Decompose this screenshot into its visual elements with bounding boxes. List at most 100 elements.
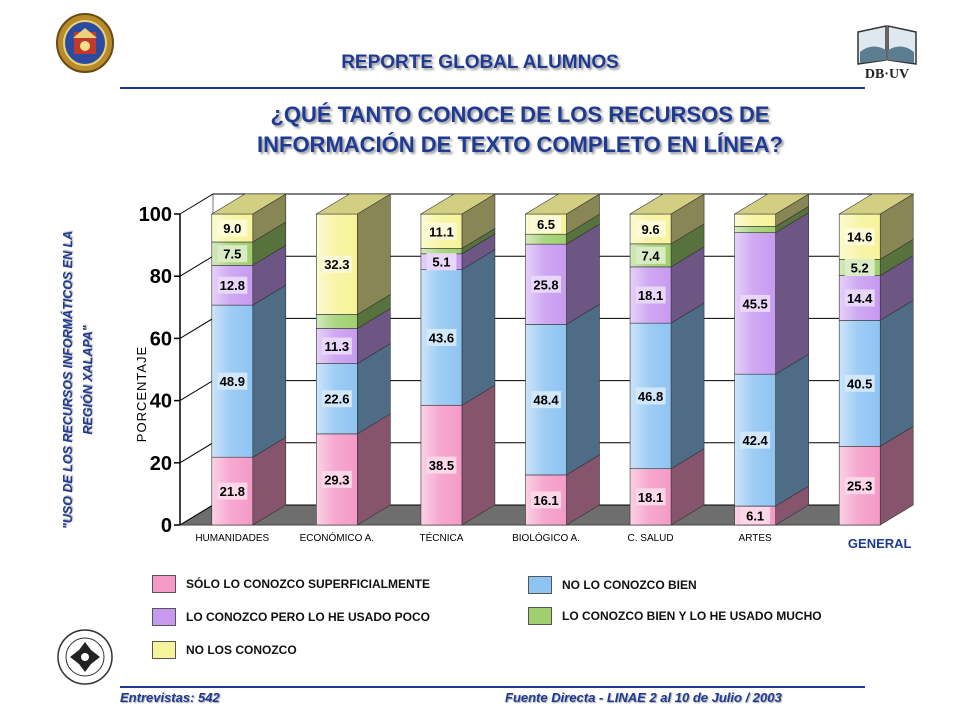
data-label-bg-biologico-a-2	[531, 275, 561, 293]
data-label-tecnica-1: 43.6	[429, 330, 454, 345]
bar-stack-biologico-a	[524, 193, 601, 526]
x-tick-label-c-salud: C. SALUD	[628, 533, 674, 544]
data-label-tecnica-2: 5.1	[432, 255, 450, 270]
bar-artes-no-lo-conozco-bien-side	[775, 353, 809, 507]
data-label-general-4: 14.6	[847, 230, 872, 245]
library-logo-icon: DB·UV	[857, 25, 917, 82]
header-divider	[120, 87, 865, 89]
x-tick-label-economico-a: ECONÓMICO A.	[300, 531, 374, 544]
consortium-seal-icon	[57, 629, 113, 685]
data-label-economico-a-4: 32.3	[324, 257, 349, 272]
data-label-c-salud-1: 46.8	[638, 389, 663, 404]
bar-general-no-los-conozco-top	[838, 193, 915, 215]
report-title: REPORTE GLOBAL ALUMNOS	[341, 52, 619, 73]
data-label-bg-humanidades-1	[217, 372, 248, 390]
data-label-c-salud-3: 7.4	[642, 248, 661, 263]
data-label-bg-biologico-a-0	[531, 491, 561, 509]
data-label-bg-general-0	[844, 477, 875, 495]
data-label-bg-artes-1	[740, 431, 771, 449]
footer-source: Fuente Directa - LINAE 2 al 10 de Julio …	[505, 690, 782, 705]
bar-stack-artes	[733, 193, 810, 526]
y-tick-label-100: 100	[139, 204, 172, 226]
data-label-biologico-a-2: 25.8	[533, 277, 558, 292]
data-label-c-salud-2: 18.1	[638, 288, 663, 303]
data-label-bg-artes-0	[740, 507, 771, 525]
data-label-humanidades-4: 9.0	[223, 221, 241, 236]
chart-title-line2: INFORMACIÓN DE TEXTO COMPLETO EN LÍNEA?	[257, 132, 783, 157]
data-label-artes-1: 42.4	[742, 433, 768, 448]
data-label-bg-general-2	[844, 289, 875, 307]
y-tick-label-80: 80	[150, 266, 172, 288]
bar-artes-lo-conozco-bien-y-lo-he-usado-mucho	[734, 226, 776, 233]
bar-c-salud-no-los-conozco-top	[628, 193, 706, 215]
data-label-economico-a-1: 22.6	[324, 392, 349, 407]
data-label-bg-humanidades-2	[217, 276, 248, 294]
chart-title-line1: ¿QUÉ TANTO CONOCE DE LOS RECURSOS DE	[270, 102, 770, 127]
bar-artes-no-los-conozco-top	[733, 193, 810, 215]
data-label-bg-tecnica-4	[426, 222, 457, 240]
data-label-bg-c-salud-0	[635, 488, 666, 506]
x-tick-label-biologico-a: BIOLÓGICO A.	[512, 531, 580, 544]
bar-artes-lo-conozco-pero-lo-he-usado-poco-side	[775, 212, 809, 375]
data-label-bg-general-1	[844, 374, 875, 392]
bar-stack-c-salud	[628, 193, 706, 526]
data-label-bg-tecnica-2	[426, 253, 457, 271]
data-label-bg-economico-a-0	[321, 470, 352, 488]
data-label-economico-a-0: 29.3	[324, 472, 349, 487]
y-tick-label-60: 60	[150, 328, 172, 350]
data-label-bg-artes-2	[740, 294, 771, 312]
bar-tecnica-solo-lo-conozco-superficialmente-side	[461, 384, 496, 526]
data-label-general-0: 25.3	[847, 479, 872, 494]
y-tick-label-40: 40	[150, 391, 172, 413]
data-label-bg-humanidades-3	[217, 245, 248, 263]
data-label-artes-0: 6.1	[746, 509, 764, 524]
data-label-bg-humanidades-4	[217, 219, 248, 237]
y-tick-label-20: 20	[150, 453, 172, 475]
university-seal-icon	[56, 13, 114, 73]
data-label-bg-general-4	[844, 228, 875, 246]
data-label-bg-c-salud-2	[635, 286, 666, 304]
bar-tecnica-lo-conozco-bien-y-lo-he-usado-mucho	[420, 248, 463, 255]
data-label-bg-biologico-a-1	[531, 391, 561, 409]
data-label-tecnica-4: 11.1	[429, 224, 454, 239]
data-label-bg-humanidades-0	[217, 482, 248, 500]
data-label-economico-a-2: 11.3	[325, 339, 350, 354]
bar-artes-no-los-conozco	[734, 213, 776, 227]
data-label-humanidades-1: 48.9	[220, 374, 245, 389]
bar-humanidades-no-los-conozco-top	[210, 193, 287, 215]
bar-general-no-lo-conozco-bien-side	[879, 299, 914, 447]
data-label-biologico-a-1: 48.4	[533, 393, 559, 408]
data-label-bg-c-salud-3	[635, 246, 666, 264]
data-label-artes-2: 45.5	[742, 296, 767, 311]
data-label-general-3: 5.2	[851, 260, 869, 275]
bar-biologico-a-no-lo-conozco-bien-side	[566, 303, 600, 476]
bar-tecnica-no-los-conozco-top	[419, 193, 497, 215]
y-axis-title: PORCENTAJE	[134, 346, 149, 442]
bar-biologico-a-no-los-conozco-top	[524, 193, 601, 215]
bar-stack-humanidades	[210, 193, 287, 526]
bar-biologico-a-lo-conozco-bien-y-lo-he-usado-mucho	[525, 233, 567, 245]
footer-interviews: Entrevistas: 542	[120, 690, 220, 705]
data-label-biologico-a-0: 16.1	[533, 493, 558, 508]
data-label-humanidades-3: 7.5	[223, 247, 241, 262]
x-tick-label-general: GENERAL	[848, 536, 912, 551]
data-label-general-1: 40.5	[847, 376, 872, 391]
data-label-biologico-a-4: 6.5	[537, 217, 555, 232]
data-label-bg-tecnica-1	[426, 328, 457, 346]
data-label-bg-economico-a-1	[321, 390, 352, 408]
bar-tecnica-no-lo-conozco-bien-side	[461, 249, 496, 406]
svg-text:DB·UV: DB·UV	[865, 67, 909, 82]
bar-economico-a-no-los-conozco-side	[357, 193, 391, 315]
x-tick-label-artes: ARTES	[739, 533, 772, 544]
data-label-bg-c-salud-1	[635, 387, 666, 405]
data-label-bg-c-salud-4	[635, 220, 666, 238]
x-tick-label-humanidades: HUMANIDADES	[195, 533, 269, 544]
bar-c-salud-no-lo-conozco-bien-side	[670, 302, 705, 470]
data-label-humanidades-2: 12.8	[220, 278, 245, 293]
x-tick-label-tecnica: TÉCNICA	[419, 531, 463, 544]
data-label-humanidades-0: 21.8	[220, 484, 245, 499]
data-label-bg-economico-a-2	[321, 337, 352, 355]
footer-divider	[120, 686, 865, 688]
data-label-general-2: 14.4	[847, 291, 873, 306]
